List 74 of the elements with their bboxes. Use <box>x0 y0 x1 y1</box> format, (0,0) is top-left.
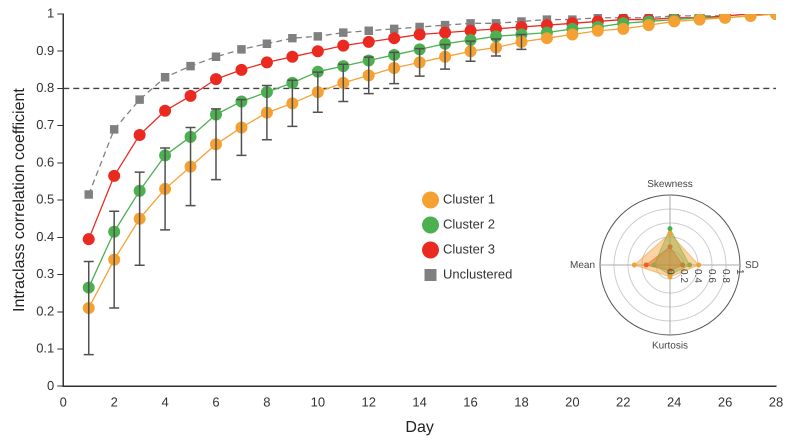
x-tick-label: 18 <box>514 394 529 410</box>
x-tick-label: 14 <box>412 394 427 410</box>
x-tick-label: 16 <box>463 394 478 410</box>
point <box>414 28 426 40</box>
x-axis-title: Day <box>405 418 434 436</box>
x-tick-label: 24 <box>666 394 682 410</box>
point <box>160 73 170 82</box>
x-tick-label: 10 <box>310 394 326 410</box>
point <box>210 73 222 86</box>
point <box>362 36 375 48</box>
legend-label: Cluster 3 <box>443 242 496 257</box>
point <box>592 24 604 37</box>
point <box>312 45 324 58</box>
point <box>337 40 350 52</box>
x-tick-label: 26 <box>718 394 732 410</box>
point <box>260 56 273 68</box>
point <box>262 40 272 48</box>
y-tick-label: 0.2 <box>678 269 690 284</box>
point <box>439 26 452 39</box>
point <box>84 190 93 199</box>
y-tick-label: 0.1 <box>36 340 54 356</box>
y-tick-label: 0.6 <box>36 154 54 170</box>
point <box>186 62 195 70</box>
legend-label: Cluster 2 <box>443 216 496 232</box>
x-tick-label: 0 <box>60 394 67 410</box>
point <box>110 125 118 134</box>
legend-label: Cluster 1 <box>443 192 496 207</box>
x-tick-label: 28 <box>768 394 784 410</box>
spoke-label: Skewness <box>647 178 693 190</box>
point <box>184 90 197 102</box>
x-tick-label: 4 <box>161 394 169 410</box>
point <box>566 28 578 40</box>
x-tick-label: 2 <box>110 394 118 410</box>
y-tick-label: 0.7 <box>36 117 54 132</box>
y-axis-title: Intraclass correlation coefficient <box>11 88 28 312</box>
point <box>540 32 553 44</box>
x-tick-label: 22 <box>616 394 631 410</box>
point <box>82 233 95 246</box>
x-tick-label: 12 <box>361 394 376 410</box>
x-tick-label: 6 <box>212 394 220 410</box>
point <box>388 32 400 44</box>
y-tick-label: 0.4 <box>36 228 54 244</box>
x-tick-label: 20 <box>565 394 580 410</box>
point <box>135 95 144 104</box>
x-tick-label: 8 <box>263 394 271 410</box>
y-tick-label: 0.6 <box>706 269 718 284</box>
y-tick-label: 0 <box>47 378 54 393</box>
y-tick-label: 1 <box>734 269 746 275</box>
y-tick-label: 0.2 <box>36 303 54 318</box>
point <box>617 22 630 35</box>
y-tick-label: 0.4 <box>692 269 704 284</box>
point <box>288 34 297 42</box>
y-tick-label: 0.9 <box>36 42 54 58</box>
point <box>364 26 373 35</box>
y-tick-label: 0.3 <box>36 266 54 282</box>
legend-label: Unclustered <box>443 266 512 282</box>
point <box>286 50 298 63</box>
y-tick-label: 0.8 <box>36 80 54 96</box>
spoke-label: Kurtosis <box>652 340 688 352</box>
point <box>212 52 220 62</box>
point <box>390 24 398 34</box>
y-tick-label: 1 <box>47 6 54 21</box>
point <box>108 170 120 182</box>
point <box>159 104 172 117</box>
y-tick-label: 0.5 <box>36 192 54 207</box>
point <box>642 19 655 32</box>
point <box>134 128 146 141</box>
point <box>235 64 248 76</box>
point <box>237 45 246 54</box>
point <box>339 28 348 37</box>
point <box>314 32 322 41</box>
spoke-label: Mean <box>570 260 596 271</box>
y-tick-label: 0.8 <box>720 269 732 284</box>
spoke-label: SD <box>744 260 759 271</box>
